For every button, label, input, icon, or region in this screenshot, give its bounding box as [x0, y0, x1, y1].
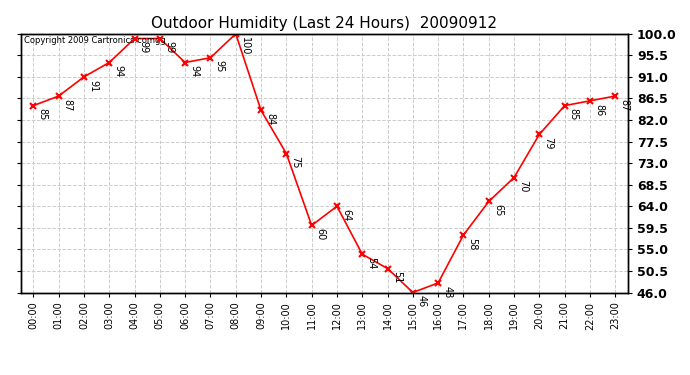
Text: 64: 64: [341, 209, 351, 221]
Text: 94: 94: [113, 65, 124, 78]
Text: 85: 85: [37, 108, 48, 121]
Text: 94: 94: [189, 65, 199, 78]
Text: 70: 70: [518, 180, 529, 193]
Text: 79: 79: [544, 137, 553, 150]
Text: 48: 48: [442, 286, 453, 298]
Text: 95: 95: [215, 60, 225, 73]
Text: 99: 99: [139, 41, 149, 54]
Text: 86: 86: [594, 104, 604, 116]
Text: 99: 99: [164, 41, 174, 54]
Text: 91: 91: [88, 80, 98, 92]
Text: 100: 100: [240, 36, 250, 55]
Text: 46: 46: [417, 295, 427, 307]
Text: 85: 85: [569, 108, 579, 121]
Text: 51: 51: [392, 272, 402, 284]
Text: 75: 75: [290, 156, 301, 169]
Text: 84: 84: [265, 113, 275, 126]
Text: 87: 87: [63, 99, 73, 111]
Text: 58: 58: [468, 238, 477, 250]
Text: 60: 60: [316, 228, 326, 240]
Text: Copyright 2009 Cartronics.comgg: Copyright 2009 Cartronics.comgg: [23, 36, 166, 45]
Text: 54: 54: [366, 257, 377, 269]
Text: 87: 87: [620, 99, 629, 111]
Text: 65: 65: [493, 204, 503, 217]
Title: Outdoor Humidity (Last 24 Hours)  20090912: Outdoor Humidity (Last 24 Hours) 2009091…: [151, 16, 497, 31]
